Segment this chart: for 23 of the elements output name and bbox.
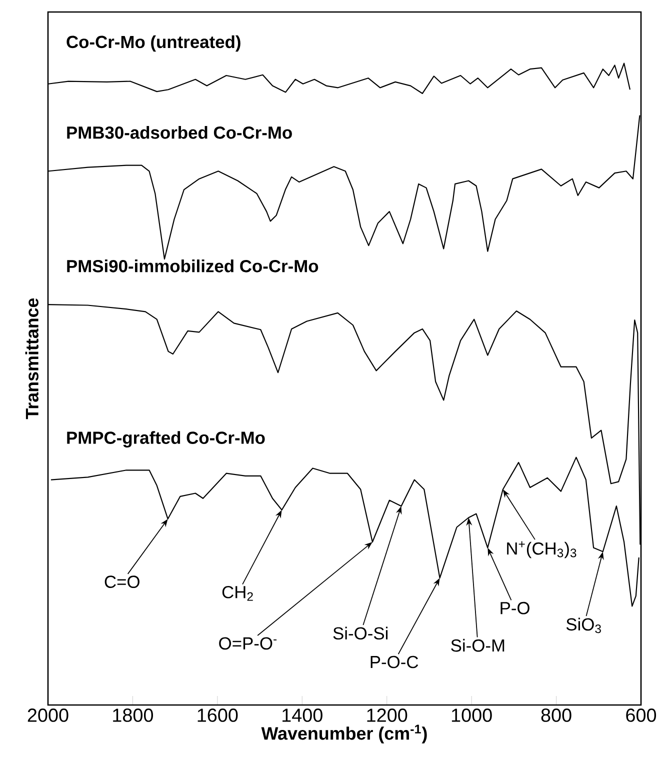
annotation: P-O-C <box>370 656 418 668</box>
annotation: SiO$_{3}$ <box>566 618 601 634</box>
series-label: Co-Cr-Mo (untreated) <box>66 35 240 52</box>
x-axis-title: Wavenumber (cm$^{-1}$) <box>261 724 427 744</box>
series-label: PMPC-grafted Co-Cr-Mo <box>67 431 265 448</box>
x-tick-label: 2000 <box>28 708 68 722</box>
annotation: CH$_{2}$ <box>222 586 253 601</box>
y-axis-title: Transmittance <box>25 298 38 420</box>
x-tick-label: 1800 <box>113 708 154 722</box>
series-label: PMB30-adsorbed Co-Cr-Mo <box>67 126 292 139</box>
annotation: O=P-O$^{-}$ <box>219 637 277 650</box>
x-tick-label: 600 <box>626 708 656 722</box>
x-tick-label: 800 <box>541 708 572 722</box>
annotation: Si-O-Si <box>333 626 388 640</box>
annotation: Si-O-M <box>451 638 504 652</box>
series-label: PMSi90-immobilized Co-Cr-Mo <box>67 260 318 272</box>
x-tick-label: 1200 <box>367 708 408 722</box>
annotation: P-O <box>500 602 530 614</box>
x-tick-label: 1000 <box>452 708 492 722</box>
x-tick-label: 1600 <box>198 708 238 722</box>
annotation: N$^{+}$(CH$_{3}$)$_{3}$ <box>507 541 576 558</box>
x-tick-label: 1400 <box>282 708 322 722</box>
annotation: C=O <box>104 576 140 588</box>
